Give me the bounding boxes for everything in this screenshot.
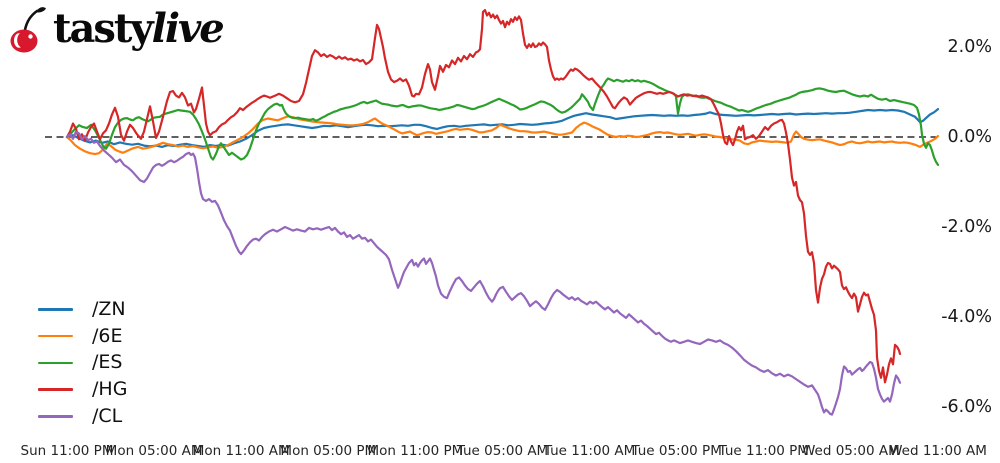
series-line-cl <box>65 130 902 416</box>
x-tick-label: Mon 05:00 PM <box>280 443 377 459</box>
x-tick-label: Mon 05:00 AM <box>105 443 203 459</box>
cherry-icon <box>10 7 46 53</box>
series-line-6e <box>65 115 940 156</box>
x-tick-label: Tue 11:00 PM <box>718 443 809 459</box>
y-tick-label: -6.0% <box>941 396 992 417</box>
legend-label: /CL <box>92 405 123 428</box>
x-tick-label: Tue 11:00 AM <box>543 443 636 459</box>
series-line-es <box>65 77 940 166</box>
legend-item-zn: /ZN <box>38 296 127 323</box>
logo-text-tasty: tasty <box>53 5 154 52</box>
legend-label: /ZN <box>92 297 126 320</box>
series-line-zn <box>65 107 940 148</box>
x-tick-label: Tue 05:00 AM <box>456 443 549 459</box>
legend-label: /HG <box>92 378 128 401</box>
logo-text-live: live <box>151 5 225 52</box>
legend-line-icon <box>38 361 73 365</box>
y-tick-label: -4.0% <box>941 306 992 327</box>
x-tick-label: Tue 05:00 PM <box>631 443 722 459</box>
y-tick-label: 0.0% <box>947 126 992 147</box>
legend-line-icon <box>38 334 73 338</box>
x-tick-label: Mon 11:00 AM <box>192 443 290 459</box>
x-tick-label: Wed 05:00 AM <box>801 443 900 459</box>
legend-label: /ES <box>92 351 123 374</box>
tastylive-logo: tastylive <box>8 4 225 56</box>
legend-item-cl: /CL <box>38 403 127 430</box>
legend-line-icon <box>38 308 73 311</box>
legend: /ZN/6E/ES/HG/CL <box>38 296 127 430</box>
logo-wordmark: tastylive <box>53 4 225 54</box>
legend-line-icon <box>38 388 73 392</box>
x-tick-label: Mon 11:00 PM <box>367 443 464 459</box>
legend-label: /6E <box>92 324 123 347</box>
legend-item-es: /ES <box>38 350 127 377</box>
legend-line-icon <box>38 415 73 418</box>
y-tick-label: 2.0% <box>947 36 992 57</box>
legend-item-hg: /HG <box>38 376 127 403</box>
series-line-hg <box>65 9 902 384</box>
x-tick-label: Sun 11:00 PM <box>20 443 114 459</box>
x-tick-label: Wed 11:00 AM <box>889 443 987 459</box>
legend-item-6e: /6E <box>38 323 127 350</box>
y-tick-label: -2.0% <box>941 216 992 237</box>
